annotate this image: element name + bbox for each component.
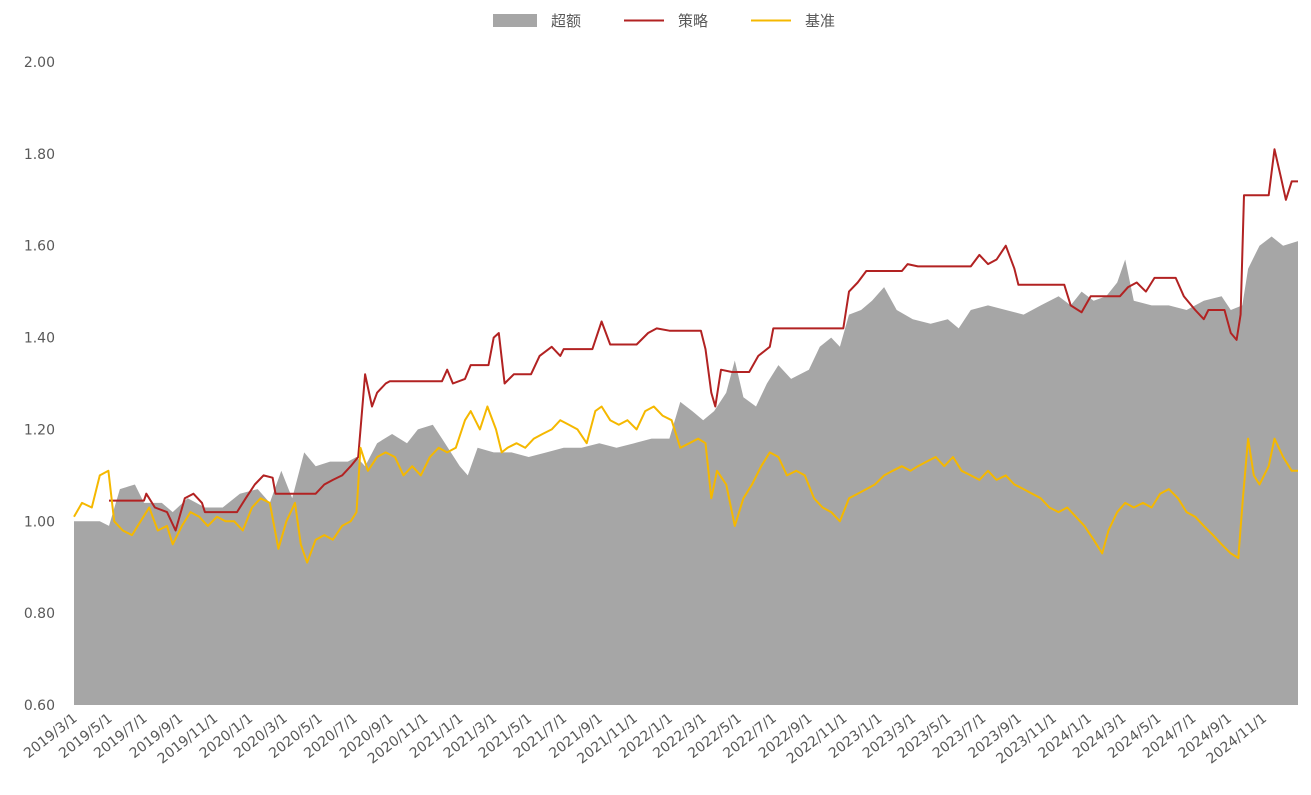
legend-label-excess: 超额 bbox=[551, 12, 581, 30]
excess-area bbox=[74, 236, 1298, 705]
y-tick-label: 0.60 bbox=[24, 698, 55, 714]
y-tick-label: 0.80 bbox=[24, 606, 55, 622]
y-tick-label: 1.20 bbox=[24, 422, 55, 438]
y-tick-label: 1.60 bbox=[24, 239, 55, 255]
benchmark-line bbox=[73, 405, 1298, 564]
legend-swatch-excess bbox=[493, 14, 537, 27]
legend: 超额 策略 基准 bbox=[493, 12, 835, 30]
y-tick-label: 2.00 bbox=[24, 55, 55, 71]
x-axis: 2019/3/12019/5/12019/7/12019/9/12019/11/… bbox=[21, 711, 1270, 768]
y-tick-label: 1.00 bbox=[24, 514, 55, 530]
strategy-line bbox=[109, 148, 1298, 532]
y-axis: 0.60 0.80 1.00 1.20 1.40 1.60 1.80 2.00 bbox=[24, 55, 55, 714]
plot-area bbox=[73, 148, 1298, 705]
y-tick-label: 1.80 bbox=[24, 147, 55, 163]
y-tick-label: 1.40 bbox=[24, 331, 55, 347]
legend-label-benchmark: 基准 bbox=[805, 12, 835, 30]
legend-label-strategy: 策略 bbox=[678, 12, 708, 30]
